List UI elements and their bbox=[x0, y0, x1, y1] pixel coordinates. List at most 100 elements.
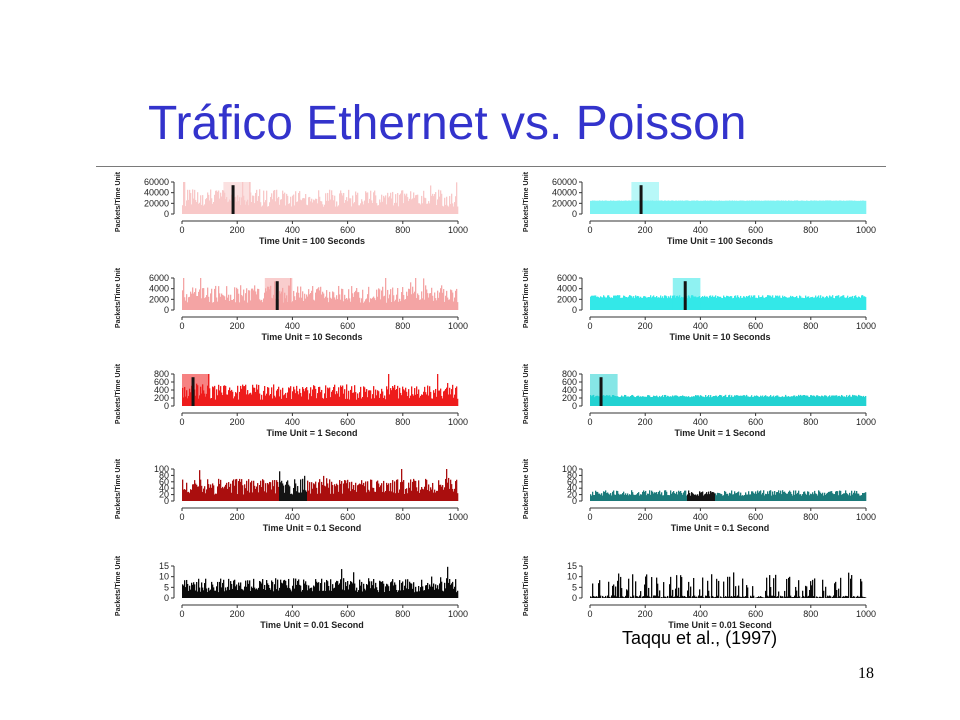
bar bbox=[611, 595, 613, 598]
bar bbox=[774, 490, 776, 501]
bar bbox=[857, 297, 859, 310]
bar bbox=[777, 596, 779, 598]
bar bbox=[197, 486, 199, 501]
bar bbox=[596, 296, 598, 310]
x-tick-label: 400 bbox=[693, 321, 708, 331]
bar bbox=[825, 395, 827, 406]
bar bbox=[385, 490, 387, 501]
bar bbox=[851, 575, 853, 598]
bar bbox=[800, 200, 802, 214]
bar bbox=[822, 579, 824, 598]
bar bbox=[636, 494, 638, 501]
bar bbox=[246, 288, 248, 310]
bar bbox=[428, 395, 430, 406]
bar bbox=[204, 583, 206, 598]
bar bbox=[237, 289, 239, 310]
bar bbox=[684, 200, 686, 214]
y-tick-label: 40000 bbox=[552, 188, 577, 198]
bar bbox=[364, 486, 366, 501]
bar bbox=[847, 596, 849, 598]
bar bbox=[746, 200, 748, 214]
bar bbox=[683, 396, 685, 406]
bar bbox=[738, 491, 740, 501]
bar bbox=[328, 200, 330, 214]
bar bbox=[718, 493, 720, 501]
bar bbox=[432, 482, 434, 501]
bar bbox=[419, 492, 421, 501]
bar bbox=[810, 297, 812, 310]
bar bbox=[209, 590, 211, 598]
bar bbox=[728, 200, 730, 214]
bar bbox=[775, 494, 777, 501]
bar bbox=[849, 200, 851, 214]
bar bbox=[703, 200, 705, 214]
bar bbox=[769, 490, 771, 501]
bar bbox=[684, 396, 686, 406]
bar bbox=[276, 189, 278, 214]
bar bbox=[830, 491, 832, 501]
y-tick-label: 800 bbox=[562, 369, 577, 379]
bar bbox=[214, 288, 216, 310]
bar bbox=[258, 384, 260, 406]
bar bbox=[350, 389, 352, 406]
bar bbox=[428, 297, 430, 310]
bar bbox=[710, 200, 712, 214]
bar bbox=[758, 295, 760, 310]
bar bbox=[669, 584, 671, 598]
bar bbox=[242, 296, 244, 310]
bar bbox=[792, 597, 794, 598]
bar bbox=[394, 582, 396, 598]
bar bbox=[740, 295, 742, 310]
bar bbox=[737, 492, 739, 501]
bar bbox=[824, 492, 826, 501]
bar bbox=[188, 491, 190, 501]
bar bbox=[298, 579, 300, 598]
bar bbox=[313, 483, 315, 501]
bar bbox=[808, 396, 810, 406]
bar bbox=[408, 389, 410, 406]
bar bbox=[202, 491, 204, 501]
bar bbox=[865, 597, 867, 598]
bar bbox=[860, 495, 862, 501]
bar bbox=[265, 395, 267, 406]
bar bbox=[229, 387, 231, 406]
bar bbox=[431, 195, 433, 214]
bar bbox=[830, 200, 832, 214]
bar bbox=[306, 491, 308, 501]
bar bbox=[692, 596, 694, 598]
bar bbox=[299, 584, 301, 598]
bar bbox=[612, 491, 614, 501]
bar bbox=[783, 200, 785, 214]
bar bbox=[225, 587, 227, 598]
bar bbox=[700, 395, 702, 406]
bar bbox=[345, 200, 347, 214]
bar bbox=[432, 398, 434, 406]
bar bbox=[220, 386, 222, 406]
bar bbox=[650, 597, 652, 598]
bar bbox=[197, 192, 199, 214]
bar bbox=[271, 580, 273, 598]
bar bbox=[653, 493, 655, 501]
x-tick-label: 1000 bbox=[448, 321, 468, 331]
bar bbox=[853, 200, 855, 214]
bar bbox=[360, 484, 362, 501]
bar bbox=[382, 391, 384, 406]
bar bbox=[301, 297, 303, 310]
bar bbox=[802, 395, 804, 406]
bar bbox=[757, 597, 759, 598]
bar bbox=[645, 490, 647, 501]
bar bbox=[691, 396, 693, 406]
x-tick-label: 600 bbox=[748, 417, 763, 427]
bar bbox=[736, 395, 738, 406]
bar bbox=[429, 386, 431, 406]
bar bbox=[828, 200, 830, 214]
bar bbox=[345, 582, 347, 598]
bar bbox=[259, 189, 261, 214]
bar bbox=[857, 595, 859, 598]
bar bbox=[274, 190, 276, 214]
bar bbox=[369, 491, 371, 501]
bar bbox=[348, 488, 350, 501]
bar bbox=[852, 295, 854, 310]
bar bbox=[449, 299, 451, 310]
bar bbox=[637, 395, 639, 406]
